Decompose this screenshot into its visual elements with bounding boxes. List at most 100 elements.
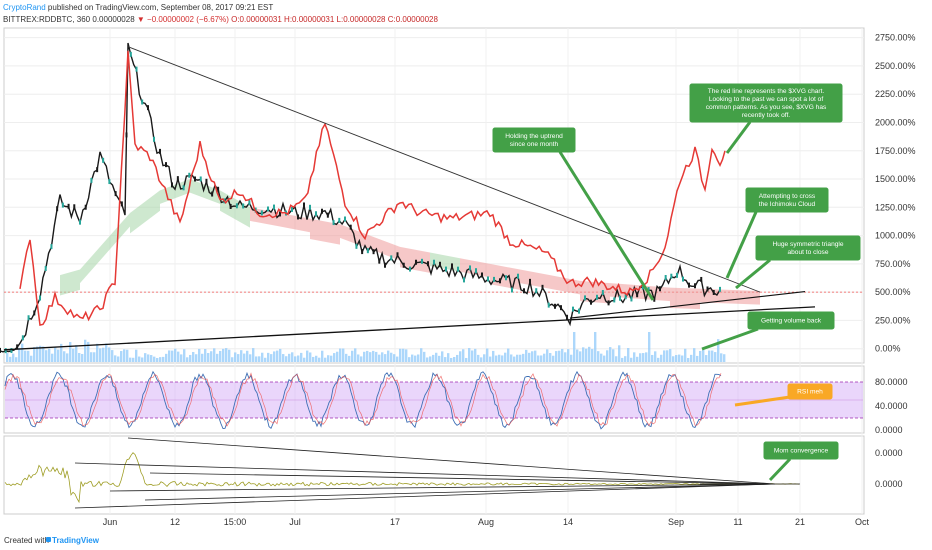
time-axis-label: 15:00 [224,517,247,527]
callout-box [745,187,829,213]
volume-bar [450,357,453,362]
volume-bar [687,357,690,362]
volume-bar [537,355,540,362]
volume-bar [675,355,678,362]
cloud-segment [580,280,610,304]
price-candle [433,259,435,265]
callout-text: Getting volume back [761,318,822,325]
volume-bar [429,356,432,362]
volume-bar [300,352,303,362]
price-candle [211,191,214,197]
volume-bar [405,349,408,362]
volume-bar [684,348,687,362]
volume-bar [192,351,195,362]
volume-bar [15,357,18,362]
volume-bar [9,356,12,362]
price-candle [409,266,411,272]
callout-box [755,235,861,261]
volume-bar [351,350,354,362]
momentum-axis-label: 0.0000 [875,479,903,489]
price-candle [378,258,381,264]
volume-bar [552,355,555,362]
price-candle [260,210,263,216]
callout-pointer [725,211,758,279]
momentum-trend-line [109,483,776,492]
volume-bar [483,354,486,362]
author-name[interactable]: CryptoRand [3,3,46,12]
price-candle [321,208,323,214]
price-axis-label: 1500.00% [875,174,916,184]
volume-bar [12,353,15,362]
price-candle [61,202,64,208]
price-axis-label: 2500.00% [875,61,916,71]
volume-bar [225,348,228,362]
time-axis-label: Jun [103,517,118,527]
volume-bar [354,348,357,362]
callout-text: The red line represents the $XVG chart. [708,88,825,95]
price-candle [96,167,99,173]
price-candle [664,275,667,281]
volume-bar [219,350,222,362]
volume-bar [663,350,666,362]
price-candle [141,99,144,105]
volume-bar [276,350,279,362]
price-candle [659,286,661,292]
volume-bar [570,354,573,362]
price-candle [590,299,592,305]
callout-box [747,311,835,330]
tradingview-brand[interactable]: TradingView [52,536,99,545]
price-candle [505,275,507,281]
volume-bar [402,348,405,362]
volume-bar [66,353,69,362]
price-axis-label: 750.00% [875,259,911,269]
volume-bar [138,356,141,362]
volume-bar [189,354,192,362]
volume-bar [213,348,216,362]
callout-box [763,441,839,460]
price-candle [463,277,465,283]
triangle-upper-line [127,46,761,293]
volume-bar [426,357,429,362]
momentum-trend-line [74,483,776,509]
volume-bar [168,350,171,362]
volume-bar [327,355,330,362]
volume-bar [624,356,627,362]
symbol-name[interactable]: BITTREX:RDDBTC, 360 [3,15,91,24]
price-candle [415,259,417,265]
volume-bar [558,350,561,362]
price-candle [584,295,586,301]
volume-bar [381,352,384,362]
price-candle [361,249,364,255]
volume-bar [645,352,648,362]
time-axis-label: 21 [795,517,805,527]
volume-bar [399,348,402,362]
volume-bar [642,353,645,362]
volume-bar [240,350,243,362]
volume-bar [585,348,588,362]
chart-area[interactable]: 2750.00% 2500.00% 2250.00% 2000.00% 1750.00%… [0,26,932,530]
volume-bar [54,346,57,362]
volume-bar [120,351,123,362]
volume-bar [102,347,105,362]
volume-bar [417,354,420,362]
ohlc-values: O:0.00000031 H:0.00000031 L:0.00000028 C… [231,15,438,24]
volume-bar [162,356,165,362]
volume-bar [678,354,681,362]
price-candle [194,176,196,182]
price-candle [541,284,544,290]
volume-bar [618,345,621,362]
volume-bar [204,349,207,362]
volume-bar [159,357,162,362]
price-candle [235,203,238,209]
momentum-line [4,452,800,504]
volume-bar [186,357,189,362]
time-axis-label: Jul [289,517,301,527]
volume-bar [33,347,36,362]
cloud-segment [190,179,220,204]
callout-box [689,83,843,123]
volume-bar [108,347,111,362]
xvg-line [19,50,726,327]
callout-text: Holding the uptrend [505,133,563,140]
callout-pointer [734,395,791,407]
volume-bar [543,353,546,362]
